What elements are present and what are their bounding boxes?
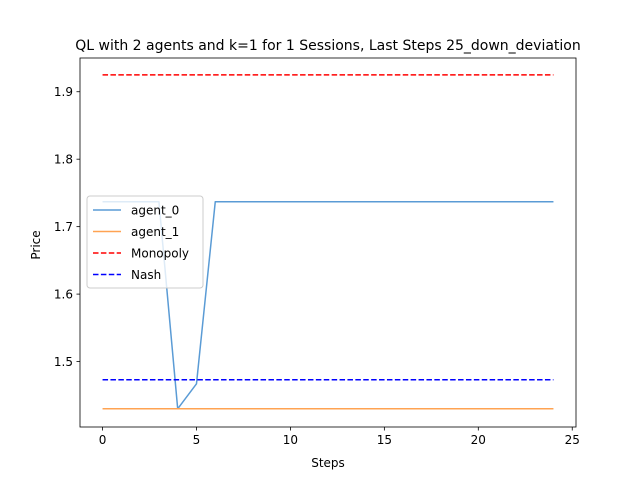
plot-area xyxy=(102,74,554,410)
y-tick-label: 1.5 xyxy=(54,355,73,369)
y-axis-label: Price xyxy=(29,230,43,259)
y-tick-label: 1.9 xyxy=(54,85,73,99)
axes-frame xyxy=(79,57,577,428)
legend-label: agent_1 xyxy=(131,225,179,239)
axes: 0 5 10 15 20 25 1.5 1.6 1.7 1.8 1.9 xyxy=(54,57,580,447)
legend-box xyxy=(86,195,204,289)
x-tick-label: 10 xyxy=(283,433,298,447)
y-tick-label: 1.7 xyxy=(54,220,73,234)
x-tick-label: 5 xyxy=(193,433,201,447)
x-tick-label: 25 xyxy=(565,433,580,447)
x-axis-label: Steps xyxy=(311,456,345,470)
x-tick-label: 15 xyxy=(377,433,392,447)
y-tick-label: 1.8 xyxy=(54,153,73,167)
legend-label: agent_0 xyxy=(131,204,179,218)
chart-title: QL with 2 agents and k=1 for 1 Sessions,… xyxy=(75,38,581,54)
legend-label: Monopoly xyxy=(131,247,189,261)
legend: agent_0 agent_1 Monopoly Nash xyxy=(86,195,204,289)
y-tick-label: 1.6 xyxy=(54,288,73,302)
x-tick-label: 20 xyxy=(471,433,486,447)
x-tick-label: 0 xyxy=(99,433,107,447)
legend-label: Nash xyxy=(131,268,161,282)
